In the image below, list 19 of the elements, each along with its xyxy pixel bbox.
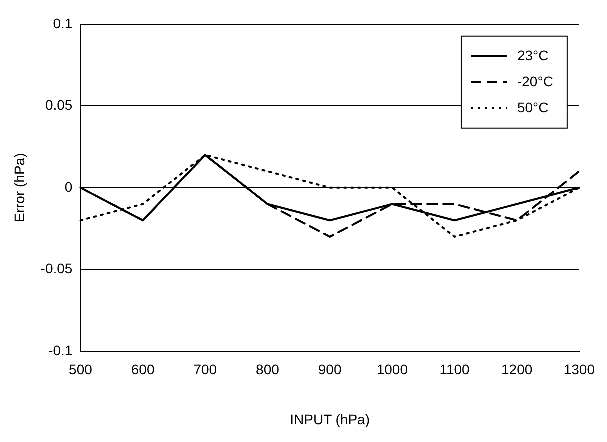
x-tick-label: 600 <box>131 362 155 378</box>
y-tick-label: -0.1 <box>48 342 73 358</box>
y-tick-label: -0.05 <box>40 260 73 277</box>
legend-label: -20°C <box>517 73 554 90</box>
y-tick-label: 0.1 <box>53 15 73 32</box>
y-tick-label: 0 <box>64 178 73 195</box>
x-tick-label: 500 <box>69 362 93 378</box>
x-tick-label: 1100 <box>440 362 470 378</box>
legend-label: 23°C <box>517 47 549 64</box>
y-axis-title: Error (hPa) <box>11 153 28 223</box>
x-tick-label: 1200 <box>502 362 533 378</box>
x-tick-label: 900 <box>318 362 342 378</box>
x-tick-label: 700 <box>194 362 218 378</box>
x-tick-label: 1300 <box>564 362 596 378</box>
legend-label: 50°C <box>517 99 549 116</box>
x-axis-title: INPUT (hPa) <box>290 411 370 428</box>
x-tick-label: 1000 <box>376 362 408 378</box>
y-tick-label: 0.05 <box>45 97 73 114</box>
x-tick-label: 800 <box>256 362 280 378</box>
